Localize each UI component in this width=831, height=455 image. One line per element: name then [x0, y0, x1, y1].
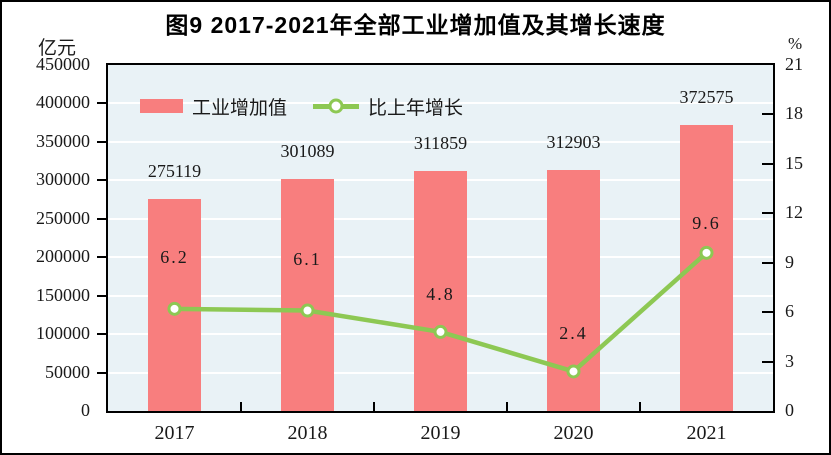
- right-axis-label: 18: [785, 103, 803, 124]
- left-axis-tick: [97, 140, 106, 143]
- right-axis-tick: [762, 360, 773, 363]
- left-axis-tick: [97, 217, 106, 220]
- left-axis-unit: 亿元: [38, 38, 77, 59]
- x-axis-tick: [373, 402, 375, 411]
- right-axis-label: 15: [785, 152, 803, 173]
- bar-value-label: 275119: [147, 161, 202, 182]
- bar-value-label: 372575: [679, 86, 734, 107]
- x-axis-label: 2021: [686, 422, 727, 444]
- right-axis-tick: [762, 162, 773, 165]
- marker-2020: [566, 364, 581, 379]
- left-axis-label: 300000: [36, 169, 90, 190]
- legend-marker-icon: [328, 98, 344, 114]
- growth-value-label: 4.8: [426, 283, 455, 304]
- right-axis-tick: [762, 261, 773, 264]
- bar-value-label: 301089: [280, 141, 335, 162]
- right-axis-tick: [762, 311, 773, 314]
- x-axis-label: 2017: [154, 422, 195, 444]
- right-axis-label: 3: [785, 350, 794, 371]
- growth-line: [174, 251, 708, 374]
- growth-value-label: 6.2: [160, 246, 189, 267]
- left-axis-tick: [97, 256, 106, 259]
- bar-value-label: 312903: [546, 132, 601, 153]
- left-axis-tick: [97, 371, 106, 374]
- x-axis-label: 2019: [420, 422, 461, 444]
- x-axis-tick: [639, 402, 641, 411]
- bar-2019: [414, 171, 467, 411]
- legend-bar-swatch: [140, 99, 183, 113]
- legend: 工业增加值 比上年增长: [140, 93, 463, 119]
- chart-title: 图9 2017-2021年全部工业增加值及其增长速度: [165, 12, 666, 38]
- legend-line-swatch: [313, 98, 360, 114]
- x-axis-tick: [240, 402, 242, 411]
- marker-2018: [300, 303, 315, 318]
- legend-line-label: 比上年增长: [368, 97, 464, 119]
- left-axis-label: 200000: [36, 246, 90, 267]
- gridline: [108, 102, 773, 105]
- left-axis-label: 400000: [36, 92, 90, 113]
- left-axis-tick: [97, 294, 106, 297]
- right-axis-tick: [762, 212, 773, 215]
- growth-value-label: 9.6: [692, 212, 721, 233]
- marker-2021: [699, 245, 714, 260]
- left-axis-label: 450000: [36, 54, 90, 74]
- legend-bar-label: 工业增加值: [192, 97, 288, 119]
- marker-2017: [167, 301, 182, 316]
- right-axis-label: 12: [785, 202, 803, 223]
- left-axis-label: 0: [81, 400, 90, 420]
- growth-value-label: 2.4: [559, 323, 588, 344]
- left-axis-tick: [97, 179, 106, 182]
- left-axis-label: 150000: [36, 284, 90, 305]
- plot-area: 275119 301089 311859 312903 372575 6.2 6.1 4.8 2…: [97, 63, 775, 413]
- right-axis-label: 6: [785, 301, 794, 322]
- right-axis-unit: %: [788, 34, 803, 53]
- left-axis-tick: [97, 333, 106, 336]
- left-axis-label: 100000: [36, 323, 90, 344]
- marker-2019: [433, 324, 448, 339]
- right-axis-tick: [762, 113, 773, 116]
- bar-2018: [281, 179, 334, 411]
- x-axis-label: 2020: [553, 422, 594, 444]
- bar-value-label: 311859: [413, 133, 468, 154]
- right-axis-label: 21: [785, 54, 803, 74]
- right-axis-label: 9: [785, 251, 794, 272]
- left-axis-label: 250000: [36, 207, 90, 228]
- left-axis-label: 350000: [36, 130, 90, 151]
- x-axis-label: 2018: [287, 422, 328, 444]
- left-axis-tick: [97, 102, 106, 105]
- x-axis-tick: [506, 402, 508, 411]
- growth-line-series: [167, 245, 714, 379]
- gridline: [108, 140, 773, 143]
- left-axis-label: 50000: [45, 361, 90, 382]
- growth-value-label: 6.1: [293, 249, 322, 270]
- right-axis-label: 0: [785, 400, 794, 420]
